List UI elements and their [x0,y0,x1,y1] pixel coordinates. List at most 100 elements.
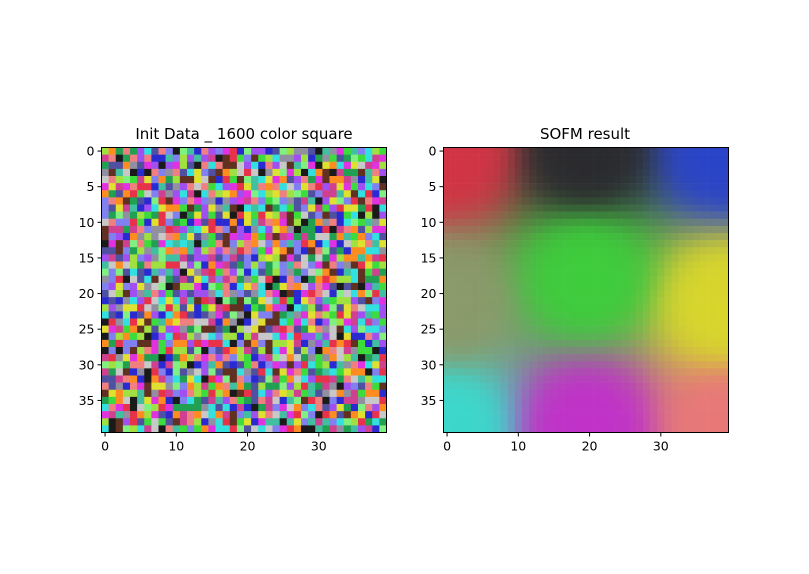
heatmap-cell [443,204,451,212]
heatmap-cell [179,418,188,426]
heatmap-cell [550,190,558,198]
heatmap-cell [685,211,694,220]
heatmap-cell [721,176,729,184]
heatmap-cell [564,254,573,262]
heatmap-cell [614,190,622,198]
heatmap-cell [457,339,466,348]
heatmap-cell [151,154,159,163]
heatmap-cell [635,261,644,269]
heatmap-cell [486,418,494,426]
heatmap-cell [707,290,715,298]
y-tick-label: 20 [421,286,437,301]
heatmap-cell [329,282,337,291]
heatmap-cell [187,425,195,433]
heatmap-cell [293,368,302,376]
heatmap-cell [443,183,451,191]
heatmap-cell [130,154,138,163]
heatmap-cell [208,389,216,398]
heatmap-cell [201,311,209,319]
heatmap-cell [557,318,565,326]
heatmap-cell [265,382,273,391]
heatmap-cell [215,318,223,326]
heatmap-cell [308,147,316,155]
heatmap-cell [507,225,516,234]
heatmap-cell [236,389,245,398]
heatmap-cell [336,154,345,163]
heatmap-cell [279,247,288,255]
heatmap-cell [158,197,166,205]
heatmap-cell [144,382,152,391]
heatmap-cell [593,411,601,419]
heatmap-cell [472,368,480,376]
heatmap-cell [179,332,188,341]
heatmap-cell [272,304,280,312]
heatmap-cell [486,375,494,383]
heatmap-cell [464,240,473,248]
heatmap-cell [236,233,245,241]
heatmap-cell [614,418,622,426]
heatmap-cell [108,233,117,241]
heatmap-cell [443,368,451,376]
heatmap-cell [350,225,359,234]
heatmap-cell [286,297,295,305]
heatmap-cell [172,290,181,298]
heatmap-cell [272,168,280,177]
heatmap-cell [664,247,672,255]
heatmap-cell [450,368,459,376]
heatmap-cell [272,282,280,291]
heatmap-cell [721,418,729,426]
heatmap-cell [336,218,345,227]
heatmap-cell [244,339,252,348]
heatmap-cell [272,425,280,433]
heatmap-cell [628,411,637,419]
heatmap-cell [600,168,608,177]
heatmap-cell [464,161,473,170]
heatmap-cell [336,354,345,362]
heatmap-cell [137,197,145,205]
heatmap-cell [678,361,687,369]
heatmap-cell [685,261,694,269]
heatmap-cell [251,339,259,348]
heatmap-cell [179,311,188,319]
heatmap-cell [279,275,288,284]
heatmap-cell [336,304,345,312]
heatmap-cell [258,275,266,284]
heatmap-cell [692,168,701,177]
heatmap-cell [543,425,551,433]
y-tick-label: 20 [79,286,95,301]
heatmap-cell [678,325,687,334]
heatmap-cell [258,290,266,298]
heatmap-cell [144,418,152,426]
heatmap-cell [536,204,544,212]
heatmap-cell [122,268,131,277]
heatmap-cell [187,204,195,212]
heatmap-cell [308,290,316,298]
heatmap-cell [343,233,352,241]
heatmap-cell [215,183,223,191]
heatmap-cell [137,318,145,326]
heatmap-cell [628,368,637,376]
heatmap-cell [635,190,644,198]
heatmap-cell [315,147,323,155]
heatmap-cell [236,183,245,191]
heatmap-cell [514,275,523,284]
heatmap-cell [251,154,259,163]
heatmap-cell [493,339,501,348]
heatmap-cell [165,275,174,284]
heatmap-cell [571,304,580,312]
heatmap-cell [472,211,480,220]
heatmap-cell [215,240,223,248]
heatmap-cell [187,225,195,234]
heatmap-cell [130,396,138,405]
heatmap-cell [692,347,701,355]
heatmap-cell [201,411,209,419]
heatmap-cell [500,183,508,191]
heatmap-cell [350,204,359,212]
heatmap-cell [272,332,280,341]
heatmap-cell [529,304,537,312]
heatmap-cell [293,361,302,369]
heatmap-cell [379,204,387,212]
heatmap-cell [614,396,622,405]
heatmap-cell [500,347,508,355]
heatmap-cell [557,290,565,298]
